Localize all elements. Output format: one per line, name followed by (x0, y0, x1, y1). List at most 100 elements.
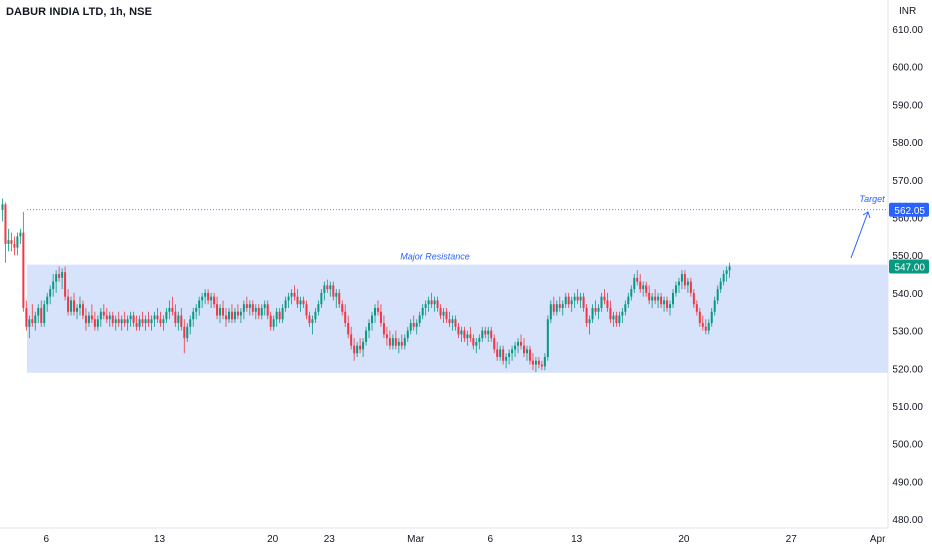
candle-body (230, 311, 233, 320)
candle-body (600, 296, 603, 308)
candle-body (722, 274, 725, 282)
candle-body (314, 311, 317, 320)
candle-body (445, 311, 448, 320)
candle-body (120, 319, 123, 324)
x-tick-label: 6 (43, 534, 49, 545)
candle-body (165, 311, 168, 320)
candle-body (114, 319, 117, 324)
candle-body (707, 323, 710, 331)
candle-body (645, 285, 648, 293)
candle-body (612, 315, 615, 320)
candle-body (701, 323, 704, 327)
currency-label: INR (899, 6, 917, 17)
candle-body (356, 345, 359, 354)
x-tick-label: 20 (267, 534, 279, 545)
candle-body (168, 307, 171, 312)
candle-body (463, 330, 466, 339)
candle-body (260, 307, 263, 316)
x-tick-label: 20 (678, 534, 690, 545)
candle-body (329, 285, 332, 290)
candle-body (374, 307, 376, 316)
candle-body (245, 304, 248, 308)
candle-body (76, 307, 78, 312)
candle-body (257, 307, 260, 316)
y-tick-label: 540.00 (892, 289, 923, 300)
candle-body (117, 319, 120, 324)
candle-body (254, 307, 257, 312)
candle-body (561, 304, 564, 308)
y-tick-label: 610.00 (892, 25, 923, 36)
x-tick-label: 27 (786, 534, 798, 545)
candle-body (22, 232, 25, 308)
candle-body (716, 289, 719, 301)
candle-body (427, 300, 430, 305)
candle-body (451, 319, 454, 324)
price-tags: 562.05 547.00 (889, 202, 929, 274)
candle-body (388, 338, 391, 346)
candle-body (177, 315, 180, 324)
candle-body (728, 266, 731, 271)
candle-body (406, 330, 409, 339)
price-tag (889, 259, 929, 274)
price-tag (889, 202, 929, 217)
candle-body (523, 345, 525, 354)
candle-body (141, 319, 144, 324)
y-tick-label: 530.00 (892, 327, 923, 338)
candle-body (78, 304, 81, 308)
candle-body (469, 334, 472, 339)
candle-body (239, 311, 242, 316)
candle-body (183, 326, 186, 339)
candle-body (210, 296, 213, 301)
candle-body (359, 345, 362, 350)
candle-body (588, 319, 591, 324)
candle-body (204, 292, 207, 297)
candle-body (511, 349, 514, 354)
candle-body (472, 338, 475, 346)
candle-body (132, 315, 135, 324)
candle-body (326, 285, 329, 290)
candle-body (73, 300, 76, 312)
candle-body (621, 311, 624, 316)
candle-body (502, 349, 505, 361)
candle-body (385, 334, 388, 339)
candle-body (528, 349, 531, 361)
candle-body (421, 307, 424, 316)
candle-body (531, 360, 534, 365)
candle-body (251, 304, 254, 312)
target-arrowhead-icon (862, 211, 871, 219)
candle-body (412, 323, 415, 327)
candle-body (490, 330, 493, 339)
candle-body (454, 319, 457, 327)
x-tick-label: 6 (487, 534, 493, 545)
candle-body (269, 315, 272, 327)
candle-body (624, 304, 627, 312)
candle-body (150, 319, 153, 324)
candle-body (111, 315, 114, 324)
candle-body (216, 304, 219, 316)
candle-body (540, 364, 543, 367)
candle-body (376, 307, 379, 312)
candle-body (195, 307, 198, 312)
candle-body (350, 334, 353, 346)
candle-body (227, 311, 230, 320)
candle-body (34, 315, 37, 324)
candle-body (633, 277, 636, 290)
candle-body (186, 326, 189, 339)
candle-body (28, 319, 31, 327)
candle-body (162, 319, 165, 324)
candle-body (299, 300, 302, 305)
candle-body (272, 319, 275, 327)
y-axis[interactable]: 610.00 600.00 590.00 580.00 570.00 560.00 550.… (892, 25, 923, 526)
candle-body (448, 319, 451, 324)
candle-body (442, 311, 445, 316)
candle-body (573, 296, 576, 301)
candle-body (534, 360, 537, 365)
candle-body (105, 315, 108, 320)
x-axis[interactable]: 6 13 20 23 Mar 6 13 20 27 Apr (43, 534, 886, 545)
candle-body (43, 304, 46, 324)
candle-body (546, 319, 549, 357)
candle-body (335, 292, 338, 297)
x-tick-label: Apr (870, 534, 886, 545)
target-arrow (850, 211, 869, 259)
